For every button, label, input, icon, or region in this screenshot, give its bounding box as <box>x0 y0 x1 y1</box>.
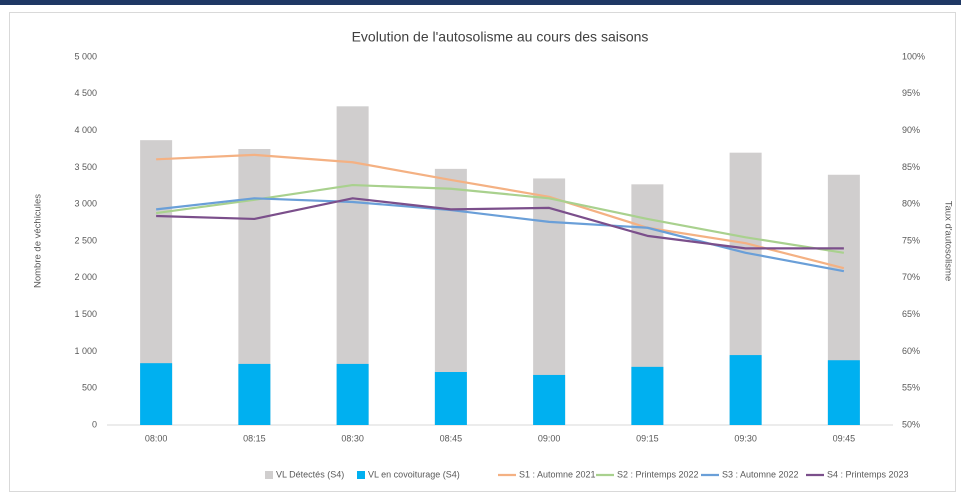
y2-tick-label: 100% <box>902 51 925 61</box>
legend-swatch <box>265 471 273 479</box>
bar <box>434 372 467 425</box>
y2-tick-label: 90% <box>902 125 920 135</box>
line-series <box>156 197 845 273</box>
bar <box>140 363 173 425</box>
y2-tick-label: 75% <box>902 235 920 245</box>
chart-title: Evolution de l'autosolisme au cours des … <box>352 29 649 45</box>
y-tick-label: 1 500 <box>74 309 97 319</box>
bar <box>336 363 369 425</box>
x-tick-label: 09:45 <box>833 433 856 443</box>
y-tick-label: 2 500 <box>74 235 97 245</box>
bar <box>533 374 566 425</box>
y2-tick-label: 70% <box>902 272 920 282</box>
y-tick-label: 3 500 <box>74 162 97 172</box>
bar <box>729 355 762 425</box>
top-strip <box>0 0 961 5</box>
y2-tick-label: 60% <box>902 346 920 356</box>
legend-label: VL Détectés (S4) <box>276 469 344 479</box>
y-tick-label: 4 500 <box>74 88 97 98</box>
y-tick-label: 5 000 <box>74 51 97 61</box>
x-tick-label: 08:45 <box>440 433 463 443</box>
y2-axis-title: Taux d'autosolisme <box>942 201 953 282</box>
legend-label: S1 : Automne 2021 <box>519 469 596 479</box>
bar <box>827 360 860 425</box>
y-tick-label: 1 000 <box>74 346 97 356</box>
line-series <box>156 153 845 270</box>
line-series <box>155 183 845 254</box>
y-tick-label: 0 <box>92 419 97 429</box>
y-tick-label: 500 <box>82 383 97 393</box>
y2-tick-label: 80% <box>902 199 920 209</box>
y-axis-title: Nombre de véchicules <box>33 194 44 288</box>
bar <box>631 366 664 425</box>
y2-tick-label: 55% <box>902 383 920 393</box>
x-tick-label: 08:15 <box>243 433 266 443</box>
y-tick-label: 2 000 <box>74 272 97 282</box>
bar <box>238 363 271 425</box>
y-tick-label: 3 000 <box>74 199 97 209</box>
legend-label: S2 : Printemps 2022 <box>617 469 699 479</box>
y2-tick-label: 50% <box>902 419 920 429</box>
y2-tick-label: 65% <box>902 309 920 319</box>
y2-tick-label: 95% <box>902 88 920 98</box>
y-tick-label: 4 000 <box>74 125 97 135</box>
x-tick-label: 09:30 <box>734 433 757 443</box>
x-tick-label: 08:30 <box>341 433 364 443</box>
y2-tick-label: 85% <box>902 162 920 172</box>
legend-label: S3 : Automne 2022 <box>722 469 799 479</box>
x-tick-label: 09:15 <box>636 433 659 443</box>
x-tick-label: 08:00 <box>145 433 168 443</box>
legend-label: VL en covoiturage (S4) <box>368 469 460 479</box>
legend-swatch <box>357 471 365 479</box>
line-series <box>156 197 844 250</box>
x-tick-label: 09:00 <box>538 433 561 443</box>
legend-label: S4 : Printemps 2023 <box>827 469 909 479</box>
